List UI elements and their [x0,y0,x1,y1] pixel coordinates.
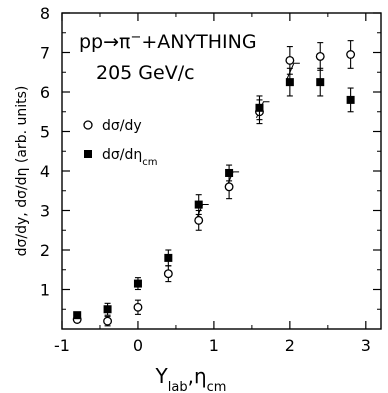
data-point [285,55,295,65]
x-tick-label: 1 [209,336,219,355]
series-filled-square [73,67,355,320]
data-point [224,182,234,192]
data-point [103,316,113,326]
series-layer [72,40,356,327]
data-point [133,302,143,312]
y-tick-label: 1 [40,281,50,300]
annotation-line2: 205 GeV/c [96,62,195,84]
legend-label-dsigma-dy: dσ/dy [102,118,142,134]
tick-labels: -1 0 1 2 3 1 2 3 4 5 6 7 8 [40,4,371,355]
y-tick-label: 3 [40,202,50,221]
data-point [255,103,264,112]
y-tick-label: 4 [40,162,50,181]
legend-marker-filled-square [84,150,92,158]
data-point [133,279,142,288]
x-tick-label: 2 [285,336,295,355]
data-point [225,168,234,177]
annotation-line1: pp→π−+ANYTHING [79,30,257,54]
legend: dσ/dy dσ/dηcm [83,118,158,168]
data-point [346,95,355,104]
axis-ticks [61,12,381,329]
y-tick-label: 6 [40,83,50,102]
y-tick-label: 7 [40,44,50,63]
plot-frame [61,12,382,330]
data-point [315,52,325,61]
x-tick-label: 0 [133,336,143,355]
y-tick-label: 5 [40,123,50,142]
bracket-marks [195,62,300,221]
bracket-mark [286,62,300,80]
data-point [316,78,325,87]
data-point [73,311,82,320]
data-point [163,269,173,279]
x-tick-label: 3 [361,336,371,355]
data-point [103,305,112,314]
data-point [194,215,204,225]
x-tick-label: -1 [54,336,70,355]
legend-label-dsigma-deta: dσ/dηcm [102,147,158,168]
data-point [164,253,173,262]
y-axis-title: dσ/dy, dσ/dη (arb. units) [14,86,30,257]
y-tick-label: 8 [40,4,50,23]
data-point [346,50,356,59]
x-axis-title: Ylab,ηcm [155,364,227,393]
data-point [194,200,203,209]
data-point [285,78,294,87]
legend-marker-open-circle [83,120,93,130]
y-tick-label: 2 [40,241,50,260]
